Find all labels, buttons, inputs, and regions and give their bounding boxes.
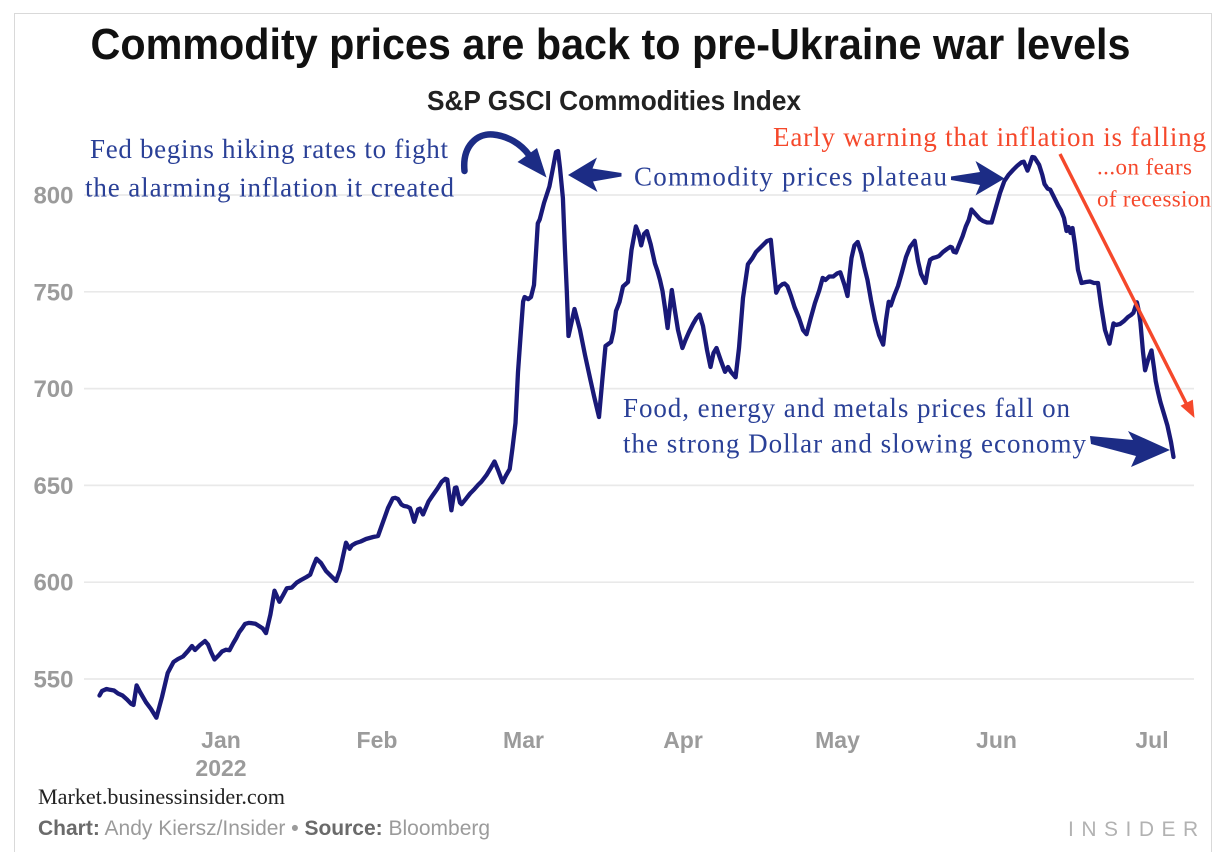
- svg-text:Early warning that inflation i: Early warning that inflation is falling: [773, 122, 1206, 152]
- svg-text:600: 600: [33, 570, 73, 597]
- svg-text:Jun: Jun: [976, 727, 1017, 753]
- svg-text:550: 550: [33, 667, 73, 694]
- svg-text:the alarming inflation it crea: the alarming inflation it created: [85, 173, 455, 203]
- svg-text:May: May: [815, 727, 860, 753]
- svg-text:650: 650: [33, 473, 73, 500]
- svg-text:Jan: Jan: [201, 727, 241, 753]
- svg-text:Fed begins hiking rates to fig: Fed begins hiking rates to fight: [90, 134, 448, 164]
- svg-text:750: 750: [33, 279, 73, 306]
- svg-text:Commodity prices are back to p: Commodity prices are back to pre-Ukraine…: [91, 20, 1131, 69]
- svg-text:Market.businessinsider.com: Market.businessinsider.com: [38, 784, 285, 809]
- svg-text:the strong Dollar and slowing: the strong Dollar and slowing economy: [623, 429, 1087, 459]
- svg-text:S&P GSCI Commodities Index: S&P GSCI Commodities Index: [427, 85, 801, 116]
- svg-text:Jul: Jul: [1135, 727, 1168, 753]
- svg-text:...on fears: ...on fears: [1097, 155, 1192, 180]
- svg-text:of recession: of recession: [1097, 187, 1212, 212]
- svg-text:Chart: Andy Kiersz/Insider • S: Chart: Andy Kiersz/Insider • Source: Blo…: [38, 817, 490, 840]
- svg-text:Commodity prices plateau: Commodity prices plateau: [634, 162, 948, 192]
- svg-text:Feb: Feb: [357, 727, 398, 753]
- svg-text:Apr: Apr: [663, 727, 703, 753]
- svg-text:Food, energy and metals prices: Food, energy and metals prices fall on: [623, 393, 1071, 423]
- svg-text:INSIDER: INSIDER: [1068, 818, 1206, 841]
- svg-text:2022: 2022: [195, 755, 246, 781]
- svg-text:800: 800: [33, 183, 73, 210]
- svg-text:700: 700: [33, 376, 73, 403]
- svg-text:Mar: Mar: [503, 727, 544, 753]
